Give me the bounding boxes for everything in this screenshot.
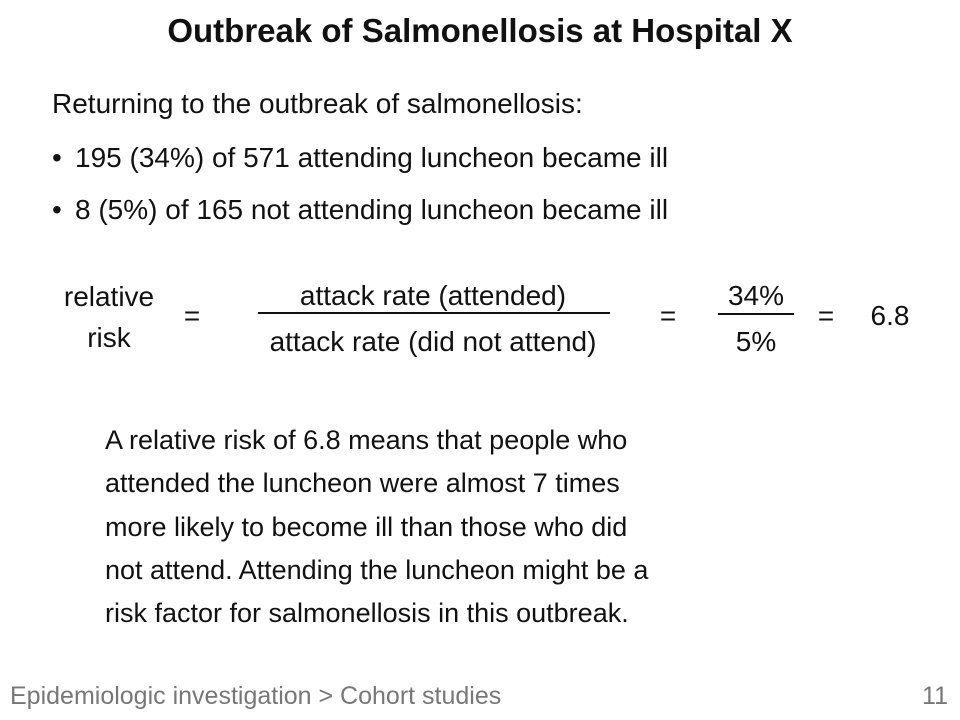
fraction-bar [258,312,610,314]
numerator: attack rate (attended) [299,280,567,311]
bullet: 195 (34%) of 571 attending luncheon beca… [75,142,669,173]
denominator: attack rate (did not attend) [269,326,597,357]
value-numerator: 34% [727,280,785,311]
page-number: 11 [922,682,948,710]
equals: = [817,300,835,331]
bullet: 8 (5%) of 165 not attending luncheon bec… [75,194,669,225]
paragraph-line: more likely to become ill than those who… [105,512,628,542]
intro: Returning to the outbreak of salmonellos… [52,88,583,119]
paragraph-line: A relative risk of 6.8 means that people… [105,425,628,455]
equals: = [659,300,677,331]
fraction-bar [718,313,794,315]
title: Outbreak of Salmonellosis at Hospital X [167,12,793,49]
paragraph-line: not attend. Attending the luncheon might… [105,555,649,585]
paragraph-line: attended the luncheon were almost 7 time… [105,468,620,498]
footer-section: Epidemiologic investigation > Cohort stu… [10,682,502,710]
bullet-dot: • [52,194,62,225]
formula-label: relative [63,281,155,312]
formula-label: risk [87,322,131,353]
bullet-dot: • [52,142,62,173]
equals: = [183,300,201,331]
paragraph-line: risk factor for salmonellosis in this ou… [105,598,629,628]
result: 6.8 [870,300,910,331]
value-denominator: 5% [735,326,777,357]
